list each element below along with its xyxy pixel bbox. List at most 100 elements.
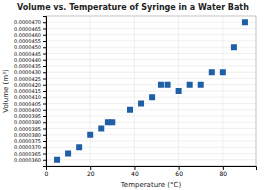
grid-line-y [46, 159, 256, 160]
point [54, 157, 60, 163]
y-tick-label: 0.0000395 [14, 113, 41, 119]
y-tick-label: 0.0000430 [14, 69, 41, 75]
y-tick-mark [43, 66, 46, 67]
y-tick: 0.0000440 [14, 57, 46, 63]
grid-line-y [46, 109, 256, 110]
point [149, 94, 155, 100]
point [165, 82, 171, 88]
y-tick-mark [43, 35, 46, 36]
y-tick: 0.0000365 [14, 151, 46, 157]
plot-frame [46, 16, 256, 166]
y-tick-mark [43, 29, 46, 30]
title: Volume vs. Temperature of Syringe in a W… [17, 3, 249, 12]
grid-line-y [46, 91, 256, 92]
y-tick-mark [43, 91, 46, 92]
y-tick-mark [43, 160, 46, 161]
y-tick: 0.0000450 [14, 44, 46, 50]
x-tick: 80 [220, 166, 228, 177]
y-tick-label: 0.0000385 [14, 126, 41, 132]
y-tick-label: 0.0000400 [14, 107, 41, 113]
y-tick-label: 0.0000420 [14, 82, 41, 88]
point [158, 82, 164, 88]
y-tick: 0.0000395 [14, 113, 46, 119]
point [138, 101, 144, 107]
y-tick-label: 0.0000440 [14, 57, 41, 63]
y-tick: 0.0000380 [14, 132, 46, 138]
point [209, 69, 215, 75]
point [242, 19, 248, 25]
y-tick: 0.0000390 [14, 119, 46, 125]
y-tick-mark [43, 110, 46, 111]
y-tick: 0.0000430 [14, 69, 46, 75]
y-tick-label: 0.0000405 [14, 101, 41, 107]
y-tick-mark [43, 122, 46, 123]
plot-area: 0204060800.00003600.00003650.00003700.00… [14, 16, 257, 177]
y-tick: 0.0000435 [14, 63, 46, 69]
y-tick-label: 0.0000365 [14, 151, 41, 157]
grid-line-y [46, 128, 256, 129]
y-tick-label: 0.0000450 [14, 44, 41, 50]
y-tick: 0.0000455 [14, 38, 46, 44]
y-tick: 0.0000405 [14, 101, 46, 107]
x-tick-label: 20 [87, 170, 95, 177]
x-axis: 0 20 40 60 80 [45, 166, 257, 177]
y-tick-mark [43, 85, 46, 86]
grid-line-y [46, 134, 256, 135]
grid-line-y [46, 103, 256, 104]
point [231, 44, 237, 50]
x-tick-label: 80 [220, 170, 228, 177]
y-tick-label: 0.0000375 [14, 138, 41, 144]
x-tick-label: 0 [45, 170, 49, 177]
y-tick: 0.0000470 [14, 19, 46, 25]
y-tick-label: 0.0000455 [14, 38, 41, 44]
y-tick-mark [43, 129, 46, 130]
y-tick-mark [43, 154, 46, 155]
axis-domain [43, 17, 47, 167]
y-tick: 0.0000410 [14, 94, 46, 100]
grid-line-y [46, 122, 256, 123]
point [127, 107, 133, 113]
point [98, 126, 104, 132]
grid-line-y [46, 41, 256, 42]
y-tick-label: 0.0000460 [14, 32, 41, 38]
chart: 0204060800.00003600.00003650.00003700.00… [0, 0, 266, 190]
y-tick-mark [43, 47, 46, 48]
y-tick-label: 0.0000410 [14, 94, 41, 100]
y-tick-label: 0.0000470 [14, 19, 41, 25]
y-tick: 0.0000445 [14, 51, 46, 57]
y-tick-mark [43, 72, 46, 73]
y-tick-label: 0.0000390 [14, 119, 41, 125]
point [87, 132, 93, 138]
y-tick: 0.0000370 [14, 144, 46, 150]
y-tick-label: 0.0000425 [14, 76, 41, 82]
grid-line-y [46, 47, 256, 48]
grid-line-y [46, 59, 256, 60]
point [109, 119, 115, 125]
y-tick-mark [43, 60, 46, 61]
y-axis: 0.00003600.00003650.00003700.00003750.00… [14, 17, 47, 167]
grid-line-y [46, 34, 256, 35]
y-tick-label: 0.0000415 [14, 88, 41, 94]
y-tick: 0.0000460 [14, 32, 46, 38]
grid-line-y [46, 53, 256, 54]
y-tick-mark [43, 22, 46, 23]
y-tick-label: 0.0000435 [14, 63, 41, 69]
y-tick: 0.0000415 [14, 88, 46, 94]
y-tick: 0.0000465 [14, 26, 46, 32]
point [65, 151, 71, 157]
point [76, 144, 82, 150]
x-tick: 60 [175, 166, 183, 177]
y-tick-label: 0.0000370 [14, 144, 41, 150]
grid-line-y [46, 78, 256, 79]
x-tick-label: 40 [131, 170, 139, 177]
grid-line-y [46, 28, 256, 29]
y-tick: 0.0000375 [14, 138, 46, 144]
y-tick-mark [43, 41, 46, 42]
grid-line-y [46, 153, 256, 154]
y-tick: 0.0000425 [14, 76, 46, 82]
grid-line-y [46, 84, 256, 85]
y-tick: 0.0000360 [14, 157, 46, 163]
y-tick-mark [43, 54, 46, 55]
y-tick-mark [43, 97, 46, 98]
y-tick-mark [43, 147, 46, 148]
